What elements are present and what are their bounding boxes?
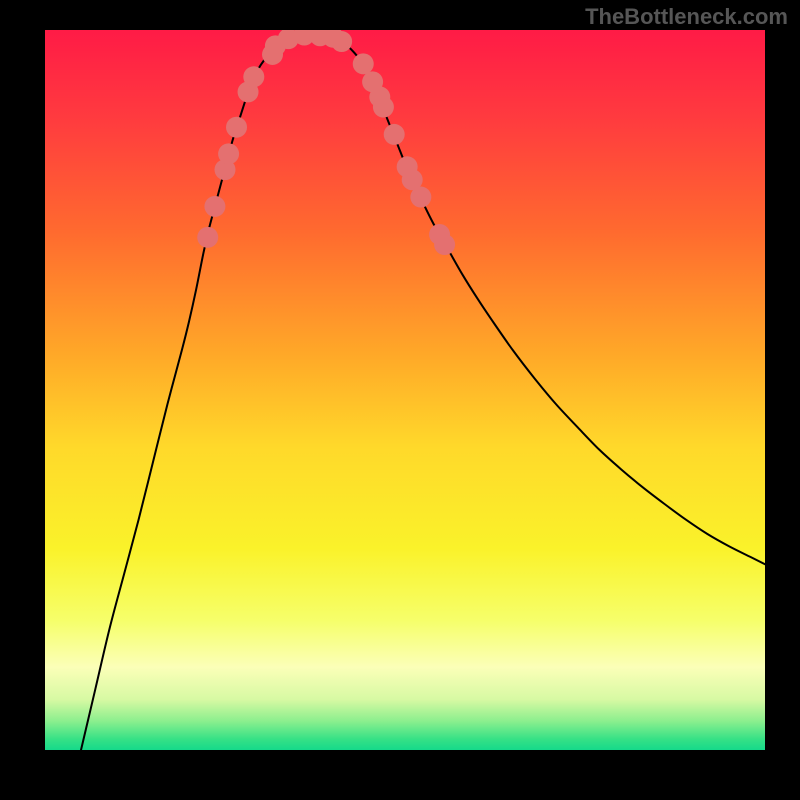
data-marker	[373, 97, 394, 118]
data-marker	[197, 227, 218, 248]
gradient-background	[45, 30, 765, 750]
data-marker	[410, 187, 431, 208]
chart-root: TheBottleneck.com	[0, 0, 800, 800]
data-marker	[384, 124, 405, 145]
data-marker	[204, 196, 225, 217]
plot-area	[45, 30, 765, 750]
data-marker	[331, 31, 352, 52]
data-marker	[243, 66, 264, 87]
data-marker	[226, 117, 247, 138]
data-marker	[434, 234, 455, 255]
watermark-text: TheBottleneck.com	[585, 4, 788, 30]
data-marker	[218, 143, 239, 164]
data-marker	[353, 53, 374, 74]
chart-svg	[45, 30, 765, 750]
